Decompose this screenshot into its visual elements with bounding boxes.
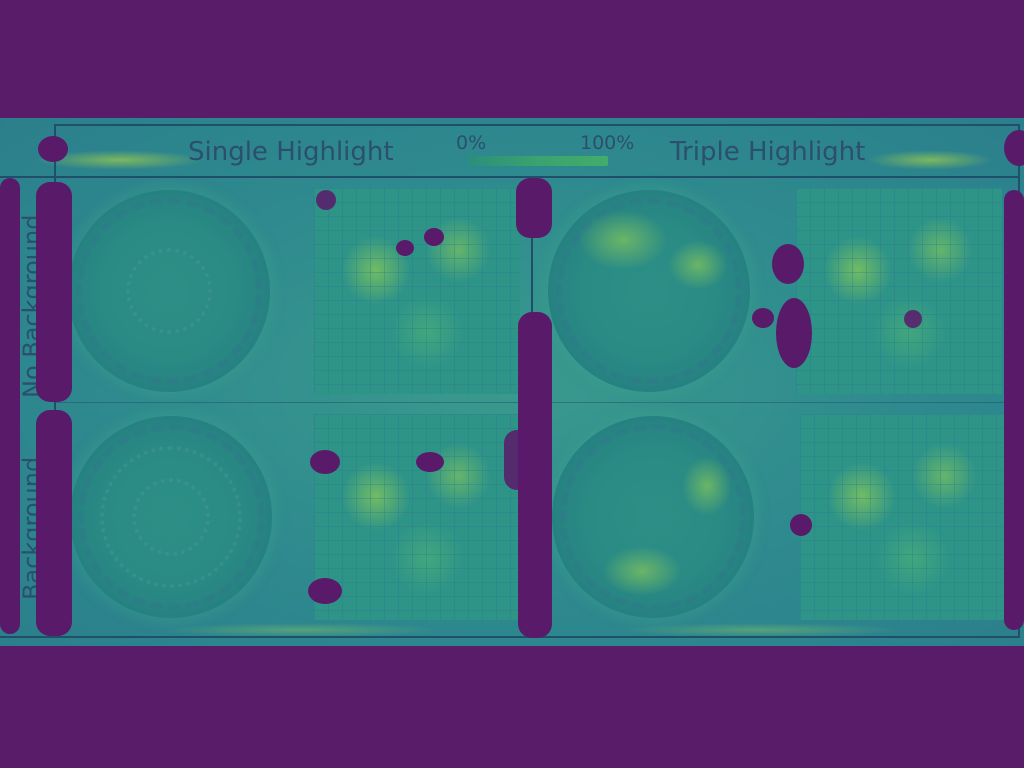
dial-top-right <box>548 190 750 392</box>
grid-bottom-right <box>800 414 1006 620</box>
attention-gap <box>0 178 20 634</box>
dial-bottom-right <box>552 416 754 618</box>
attention-gap <box>752 308 774 328</box>
dial-ring <box>78 424 264 610</box>
attention-gap <box>772 244 804 284</box>
attention-gap <box>1004 130 1024 166</box>
left-column-title: Single Highlight <box>188 137 394 167</box>
attention-gap <box>424 228 444 246</box>
scale-max-label: 100% <box>580 132 635 154</box>
scale-min-label: 0% <box>456 132 487 154</box>
attention-gap <box>36 182 72 402</box>
attention-gap <box>504 430 530 490</box>
dial-ring <box>556 198 742 384</box>
attention-gap <box>316 190 336 210</box>
attention-gap <box>36 410 72 636</box>
dial-highlight <box>682 456 732 516</box>
dial-top-left <box>68 190 270 392</box>
attention-gap <box>310 450 340 474</box>
grid-top-right <box>796 188 1002 394</box>
dial-bottom-left <box>70 416 272 618</box>
attention-gap <box>790 514 812 536</box>
right-column-title: Triple Highlight <box>670 137 866 167</box>
attention-gap <box>516 178 552 238</box>
dial-ring <box>560 424 746 610</box>
dial-inner-ring <box>126 248 212 334</box>
frame-header-divider <box>0 176 1020 178</box>
dial-highlight <box>602 546 682 596</box>
attention-gap <box>776 298 812 368</box>
attention-gap <box>38 136 68 162</box>
scale-bar <box>468 156 608 166</box>
dial-highlight <box>668 240 728 290</box>
frame-top <box>54 124 1020 126</box>
frame-bottom <box>0 636 1020 638</box>
attention-gap <box>396 240 414 256</box>
dial-core-ring <box>132 478 210 556</box>
dial-ring <box>76 198 262 384</box>
attention-gap <box>308 578 342 604</box>
attention-gap <box>904 310 922 328</box>
dial-inner-ring <box>100 446 242 588</box>
attention-gap <box>416 452 444 472</box>
dial-highlight <box>578 210 668 270</box>
grid-bottom-left <box>314 414 520 620</box>
grid-top-left <box>314 188 520 394</box>
attention-gap <box>1004 190 1024 630</box>
